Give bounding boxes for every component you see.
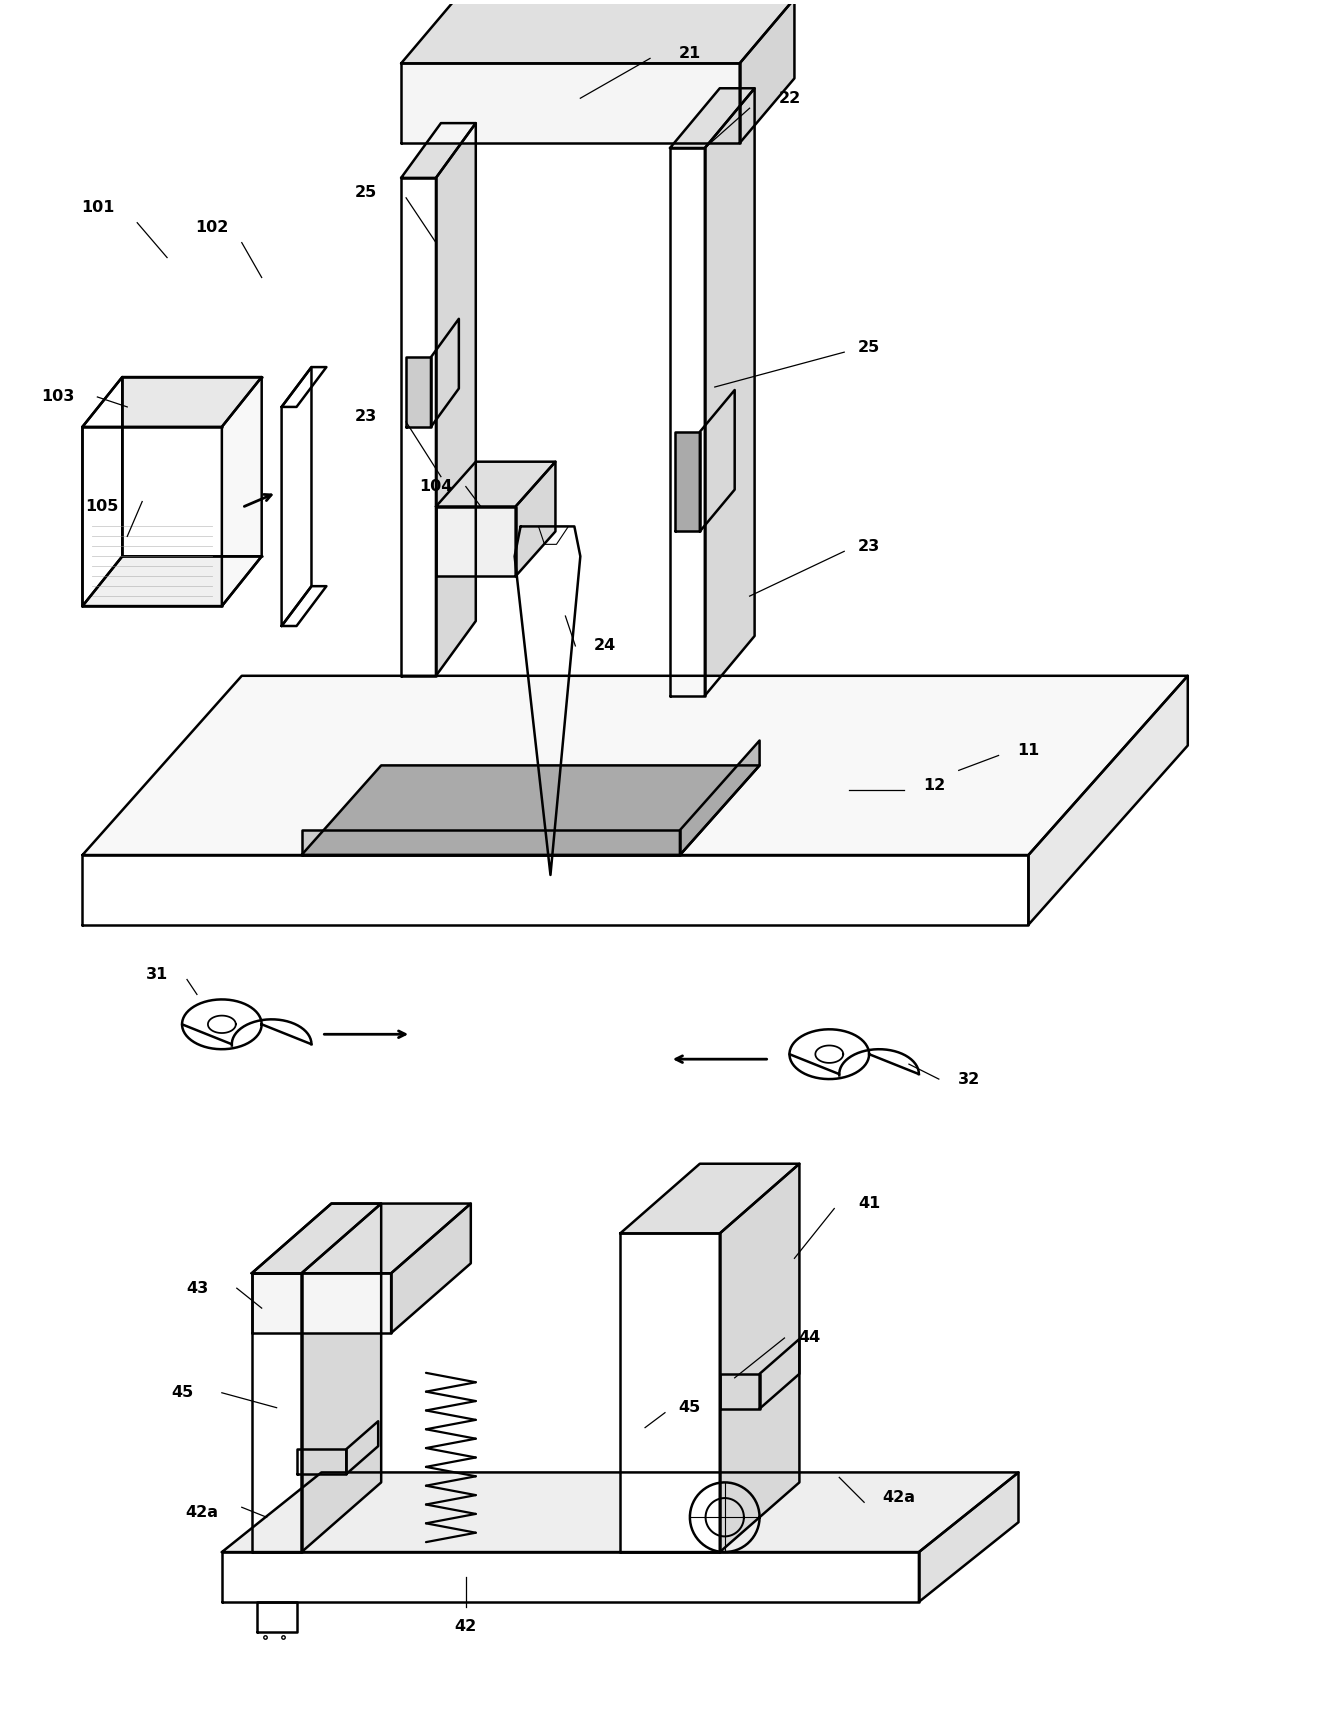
Polygon shape [719,1164,800,1552]
Text: 103: 103 [41,390,74,404]
Polygon shape [671,88,755,148]
Text: 45: 45 [678,1401,701,1414]
Polygon shape [301,830,680,856]
Polygon shape [620,1233,719,1552]
Polygon shape [82,378,261,426]
Text: 105: 105 [86,499,119,514]
Polygon shape [301,766,759,856]
Text: 12: 12 [923,778,945,794]
Polygon shape [301,1204,381,1552]
Text: 22: 22 [779,91,800,105]
Text: 25: 25 [355,185,378,200]
Text: 102: 102 [195,221,228,235]
Polygon shape [436,462,556,507]
Polygon shape [252,1204,471,1273]
Polygon shape [1028,676,1188,925]
Polygon shape [82,555,261,605]
Text: 104: 104 [420,480,453,493]
Text: 42a: 42a [883,1490,916,1504]
Polygon shape [401,0,795,64]
Polygon shape [252,1273,391,1333]
Polygon shape [919,1473,1019,1603]
Polygon shape [401,122,475,178]
Polygon shape [252,1204,381,1273]
Polygon shape [671,148,705,695]
Polygon shape [516,462,556,576]
Polygon shape [82,856,1028,925]
Text: 101: 101 [81,200,114,216]
Text: 32: 32 [957,1071,979,1087]
Polygon shape [222,1552,919,1603]
Text: 21: 21 [678,47,701,60]
Text: 45: 45 [170,1385,193,1401]
Text: 24: 24 [594,638,616,654]
Polygon shape [436,122,475,676]
Polygon shape [82,378,123,605]
Text: 42: 42 [454,1620,477,1634]
Text: 44: 44 [799,1330,821,1346]
Text: 11: 11 [1018,743,1040,757]
Text: 23: 23 [355,409,378,424]
Polygon shape [391,1204,471,1333]
Polygon shape [82,676,1188,856]
Polygon shape [222,1473,1019,1552]
Polygon shape [401,64,739,143]
Polygon shape [222,378,261,605]
Polygon shape [281,586,326,626]
Polygon shape [675,431,700,531]
Polygon shape [407,357,430,426]
Text: 41: 41 [858,1195,880,1211]
Text: 23: 23 [858,538,880,554]
Polygon shape [739,0,795,143]
Text: 43: 43 [186,1280,209,1295]
Polygon shape [620,1164,800,1233]
Polygon shape [680,740,759,856]
Text: 31: 31 [147,968,168,982]
Polygon shape [436,507,516,576]
Text: 42a: 42a [185,1504,218,1520]
Polygon shape [705,88,755,695]
Text: 25: 25 [858,340,880,355]
